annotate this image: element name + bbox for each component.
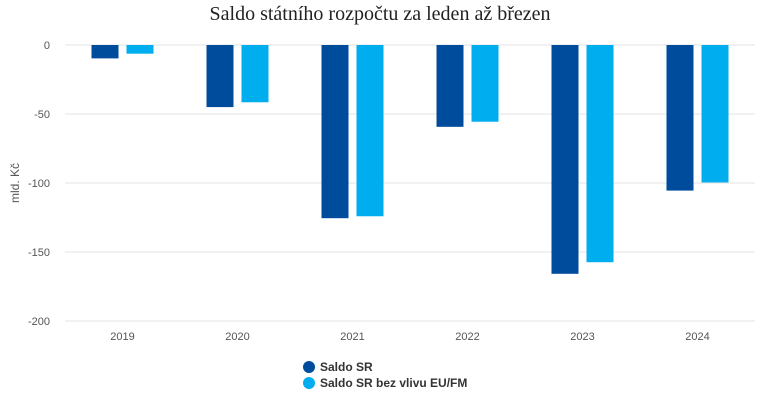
x-axis-ticks: 2019 2020 2021 2022 2023 2024 xyxy=(110,331,709,343)
y-tick-label: -100 xyxy=(28,178,50,190)
y-axis-label: mld. Kč xyxy=(8,163,22,203)
x-tick-label: 2021 xyxy=(340,331,364,343)
gridlines xyxy=(65,44,755,322)
bar-saldo-sr-bez-eu-2024 xyxy=(701,45,729,183)
bar-saldo-sr-2024 xyxy=(666,45,694,191)
y-tick-label: -200 xyxy=(28,316,50,328)
legend: Saldo SR Saldo SR bez vlivu EU/FM xyxy=(303,360,467,390)
bar-saldo-sr-2022 xyxy=(436,45,464,127)
x-tick-label: 2024 xyxy=(685,331,709,343)
bar-saldo-sr-bez-eu-2022 xyxy=(471,45,499,122)
x-tick-label: 2022 xyxy=(455,331,479,343)
bar-saldo-sr-2021 xyxy=(321,45,349,219)
chart-title: Saldo státního rozpočtu za leden až břez… xyxy=(210,3,551,25)
bar-saldo-sr-2020 xyxy=(206,45,234,108)
x-tick-label: 2019 xyxy=(110,331,134,343)
legend-item-label: Saldo SR xyxy=(320,360,373,374)
y-tick-label: 0 xyxy=(44,40,50,52)
bar-saldo-sr-2019 xyxy=(91,45,119,59)
legend-item-label: Saldo SR bez vlivu EU/FM xyxy=(320,376,467,390)
x-tick-label: 2023 xyxy=(570,331,594,343)
y-tick-label: -150 xyxy=(28,247,50,259)
legend-swatch xyxy=(303,377,315,389)
bars xyxy=(91,45,729,274)
bar-saldo-sr-2023 xyxy=(551,45,579,274)
bar-saldo-sr-bez-eu-2019 xyxy=(126,45,154,54)
bar-saldo-sr-bez-eu-2023 xyxy=(586,45,614,263)
bar-saldo-sr-bez-eu-2021 xyxy=(356,45,384,217)
y-axis-ticks: 0 -50 -100 -150 -200 xyxy=(28,40,50,328)
y-tick-label: -50 xyxy=(34,109,50,121)
legend-swatch xyxy=(303,361,315,373)
x-tick-label: 2020 xyxy=(225,331,249,343)
bar-saldo-sr-bez-eu-2020 xyxy=(241,45,269,103)
